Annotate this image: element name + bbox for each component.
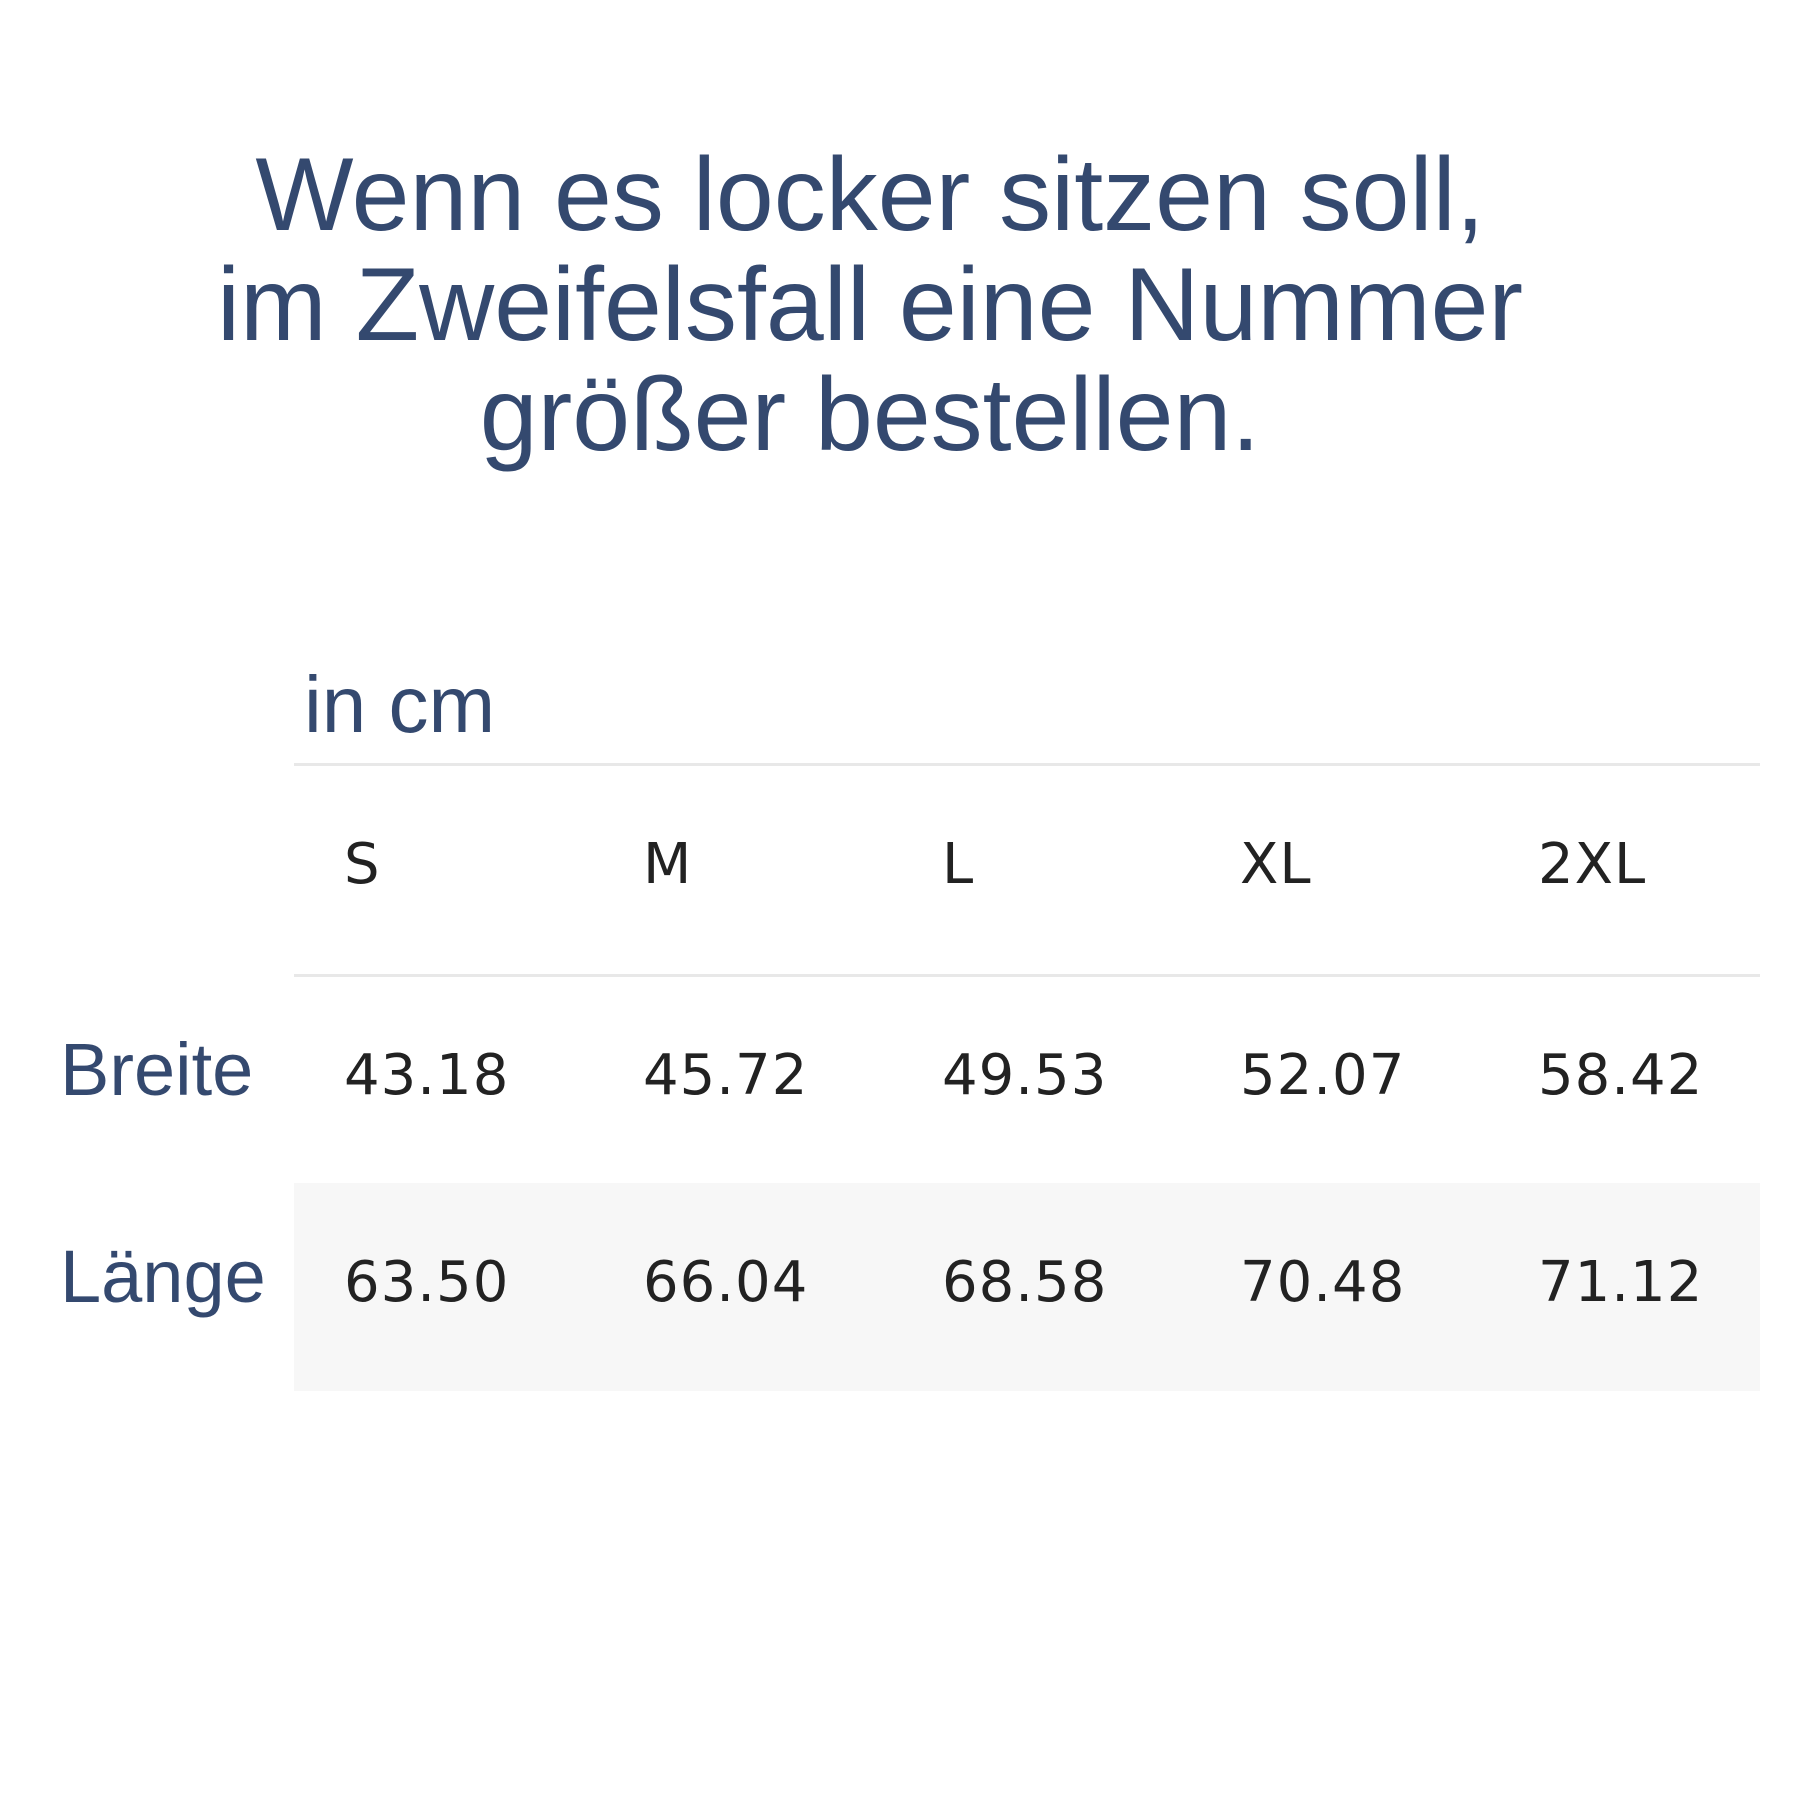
title-line: Wenn es locker sitzen soll, — [255, 137, 1485, 253]
table-cell: 45.72 — [643, 1043, 809, 1108]
table-cell: 63.50 — [344, 1250, 510, 1315]
divider — [294, 763, 1760, 766]
table-cell: 49.53 — [942, 1043, 1108, 1108]
row-stripe — [294, 1183, 1760, 1391]
table-cell: 68.58 — [942, 1250, 1108, 1315]
page-title: Wenn es locker sitzen soll, im Zweifelsf… — [0, 140, 1740, 470]
table-cell: 66.04 — [643, 1250, 809, 1315]
table-cell: 43.18 — [344, 1043, 510, 1108]
divider — [294, 974, 1760, 977]
table-cell: 52.07 — [1240, 1043, 1406, 1108]
size-header-xl: XL — [1240, 832, 1312, 897]
table-cell: 58.42 — [1538, 1043, 1704, 1108]
size-header-s: S — [344, 832, 381, 897]
title-line: im Zweifelsfall eine Nummer — [216, 247, 1524, 363]
size-header-l: L — [942, 832, 975, 897]
row-label: Breite — [60, 1028, 254, 1111]
table-cell: 71.12 — [1538, 1250, 1704, 1315]
row-label: Länge — [60, 1235, 266, 1318]
size-header-2xl: 2XL — [1538, 832, 1647, 897]
unit-label: in cm — [304, 660, 496, 749]
size-header-m: M — [643, 832, 693, 897]
table-cell: 70.48 — [1240, 1250, 1406, 1315]
title-line: größer bestellen. — [479, 357, 1261, 473]
